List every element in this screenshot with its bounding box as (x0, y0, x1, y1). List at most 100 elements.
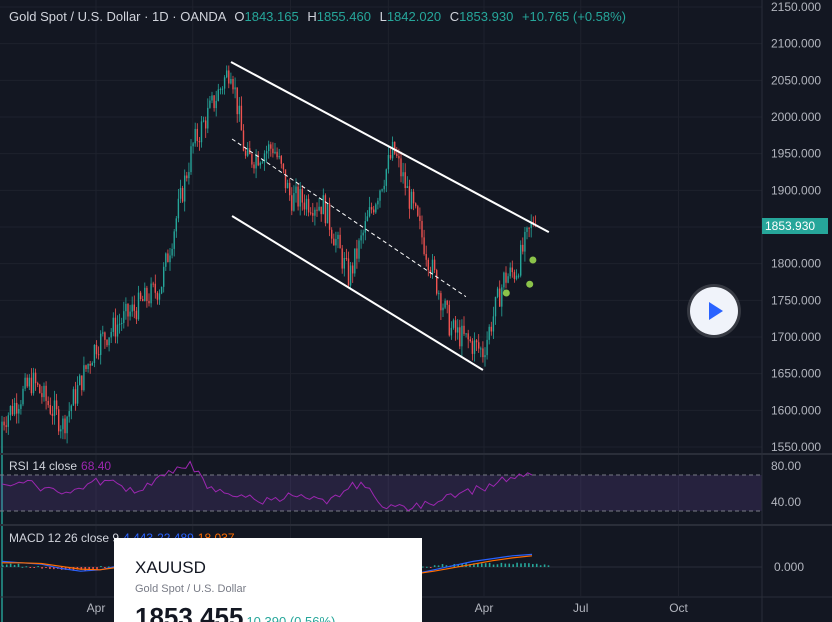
candle-body (76, 385, 79, 404)
candle-body (360, 235, 362, 241)
candle-body (64, 418, 66, 434)
candle-body (118, 323, 121, 325)
rsi-legend[interactable]: RSI 14 close 68.40 (9, 459, 111, 473)
candle-body (270, 144, 272, 149)
candle-body (160, 286, 163, 294)
macd-histogram-bar (441, 564, 444, 567)
candle-body (123, 311, 125, 323)
candle-body (79, 375, 81, 386)
candle-body (461, 325, 463, 347)
candle-body (34, 372, 37, 384)
candle-body (265, 151, 268, 154)
candle-body (142, 299, 144, 302)
price-tick-label: 2150.000 (771, 0, 821, 14)
candle-body (173, 231, 175, 249)
symbol-legend[interactable]: Gold Spot / U.S. Dollar · 1D · OANDA O18… (9, 9, 626, 24)
candle-body (419, 215, 421, 222)
candle-body (9, 405, 12, 416)
candle-body (526, 227, 528, 232)
price-tick-label: 1700.000 (771, 330, 821, 344)
candle-body (196, 128, 198, 142)
candle-body (251, 154, 253, 165)
candle-body (200, 121, 203, 143)
candle-body (354, 248, 356, 274)
candle-body (408, 186, 411, 209)
macd-histogram-bar (547, 565, 550, 567)
candle-body (181, 188, 184, 202)
macd-histogram-bar (535, 563, 538, 567)
macd-histogram-bar (33, 567, 36, 568)
candle-body (13, 402, 16, 415)
candle-body (515, 275, 518, 279)
play-button[interactable] (690, 287, 738, 335)
card-change: 10.390 (0.56%) (246, 614, 336, 622)
candle-body (364, 221, 366, 233)
candle-body (167, 253, 169, 263)
macd-histogram-bar (508, 563, 511, 567)
candle-body (62, 418, 64, 430)
candle-body (125, 303, 127, 312)
candle-body (137, 292, 140, 320)
candle-body (114, 317, 117, 337)
candle-body (301, 189, 303, 203)
channel-drawing[interactable] (230, 61, 550, 371)
candle-body (102, 332, 104, 334)
macd-label[interactable]: MACD 12 26 close 9 (9, 531, 120, 545)
candle-body (100, 333, 102, 355)
candle-body (1, 421, 3, 622)
candle-body (32, 372, 35, 394)
candle-body (431, 259, 434, 274)
card-price: 1853.455 (135, 602, 244, 622)
macd-histogram-bar (488, 562, 491, 567)
macd-histogram-bar (426, 566, 428, 568)
macd-histogram-bar (477, 563, 479, 567)
symbol-title[interactable]: Gold Spot / U.S. Dollar · 1D · OANDA (9, 9, 226, 24)
candle-body (415, 203, 417, 207)
price-tick-label: 1800.000 (771, 257, 821, 271)
candle-body (469, 339, 471, 342)
candle-body (72, 389, 75, 406)
candle-body (383, 185, 385, 190)
candle-body (322, 195, 324, 215)
macd-histogram-bar (532, 564, 534, 567)
macd-histogram-bar (473, 563, 475, 567)
candle-body (509, 267, 511, 277)
candle-body (276, 151, 278, 158)
rsi-tick-label: 40.00 (771, 495, 801, 509)
candle-body (450, 327, 453, 336)
time-tick-label: Apr (87, 601, 106, 615)
candle-body (146, 287, 148, 302)
candle-body (198, 141, 201, 143)
macd-histogram-bar (108, 566, 110, 568)
candle-body (194, 128, 196, 144)
rsi-label[interactable]: RSI 14 close (9, 459, 78, 473)
candle-body (385, 169, 387, 186)
candle-body (127, 303, 129, 317)
candle-body (520, 244, 522, 276)
macd-histogram-bar (49, 567, 51, 569)
candle-body (295, 186, 297, 194)
candle-body (148, 301, 150, 304)
macd-histogram-bar (492, 564, 495, 567)
open-label: O (234, 9, 245, 24)
candle-body (45, 385, 47, 401)
symbol-card[interactable]: XAUUSD Gold Spot / U.S. Dollar 1853.455 1… (114, 538, 422, 622)
candle-body (492, 316, 495, 332)
candle-body (494, 296, 497, 317)
macd-histogram-bar (539, 565, 542, 567)
signal-points (502, 256, 537, 297)
candle-body (104, 332, 106, 340)
macd-histogram-bar (96, 567, 98, 570)
open-value: 1843.165 (244, 9, 299, 24)
candle-body (370, 207, 373, 210)
candle-body (144, 287, 146, 302)
candle-body (478, 342, 480, 349)
price-tick-label: 2000.000 (771, 110, 821, 124)
candle-body (398, 156, 400, 159)
candle-body (316, 209, 318, 211)
candle-body (307, 198, 310, 213)
candle-body (396, 153, 398, 157)
macd-histogram-bar (92, 567, 94, 570)
candle-body (152, 283, 154, 285)
macd-histogram-bar (100, 566, 102, 568)
